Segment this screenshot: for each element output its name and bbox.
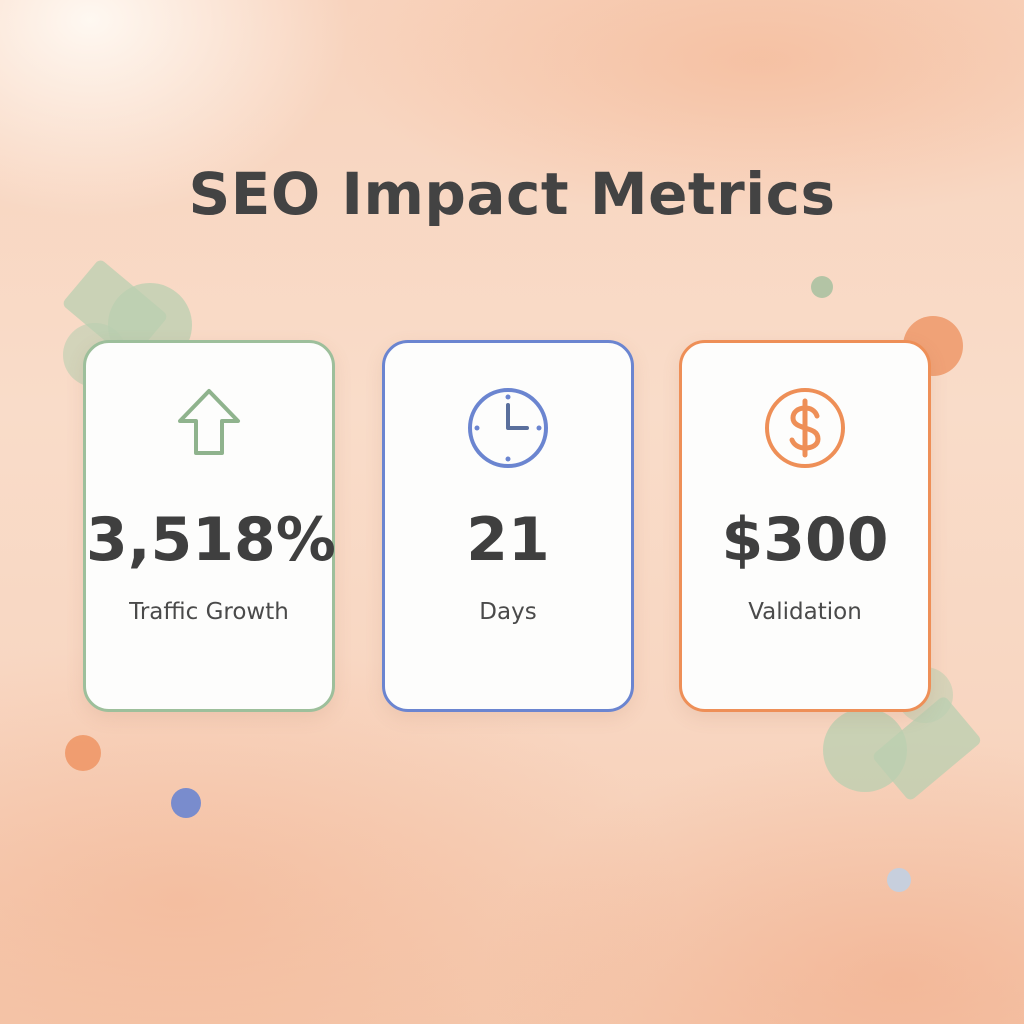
arrow-up-icon — [178, 389, 240, 455]
green-diamond-shape-2 — [873, 697, 981, 800]
blue-dot — [171, 788, 201, 818]
metric-label: Validation — [748, 599, 862, 625]
page-title: SEO Impact Metrics — [188, 160, 836, 228]
orange-dot — [65, 735, 101, 771]
small-green-dot — [811, 276, 833, 298]
metric-card-traffic-growth: 3,518% Traffic Growth — [83, 340, 336, 712]
metric-value: 3,518% — [86, 505, 336, 575]
metric-value: $300 — [721, 505, 889, 575]
dollar-icon — [765, 388, 845, 468]
metric-label: Days — [479, 599, 537, 625]
metric-card-days: 21 Days — [382, 340, 634, 712]
metric-label: Traffic Growth — [129, 599, 289, 625]
light-blue-dot — [887, 868, 911, 892]
clock-icon — [468, 388, 548, 468]
metric-value: 21 — [466, 505, 550, 575]
metric-card-validation: $300 Validation — [679, 340, 931, 712]
